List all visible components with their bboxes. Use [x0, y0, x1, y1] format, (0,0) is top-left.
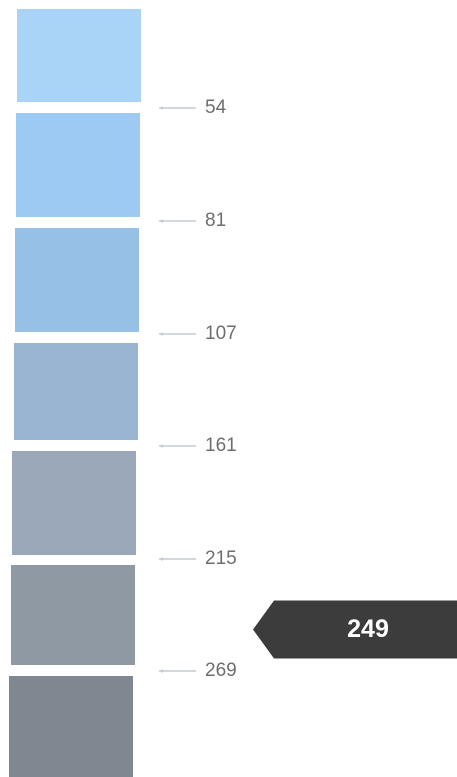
- tick-label: 269: [205, 660, 237, 681]
- color-swatch-7: [9, 676, 133, 777]
- tick-dot: [160, 106, 164, 110]
- value-pointer-label: 249: [347, 615, 389, 643]
- color-swatch-1: [17, 9, 141, 102]
- tick-dot: [160, 219, 164, 223]
- value-pointer-shape: [253, 600, 457, 659]
- tick-dot: [160, 332, 164, 336]
- tick-label: 215: [205, 548, 237, 569]
- tick-label: 81: [205, 210, 226, 231]
- color-swatch-5: [12, 451, 136, 555]
- tick-dot: [160, 669, 164, 673]
- color-swatch-3: [15, 228, 139, 332]
- value-pointer: 249: [253, 600, 457, 659]
- tick-label: 161: [205, 435, 237, 456]
- color-swatch-2: [16, 113, 140, 217]
- tick-dot: [160, 557, 164, 561]
- tick-label: 54: [205, 97, 227, 118]
- tick-dot: [160, 444, 164, 448]
- scale-ticks: 54 81 107 161 215 269: [159, 97, 237, 681]
- color-swatch-4: [14, 343, 138, 440]
- color-swatch-6: [11, 565, 135, 665]
- color-swatches: [9, 9, 141, 777]
- tick-label: 107: [205, 323, 237, 344]
